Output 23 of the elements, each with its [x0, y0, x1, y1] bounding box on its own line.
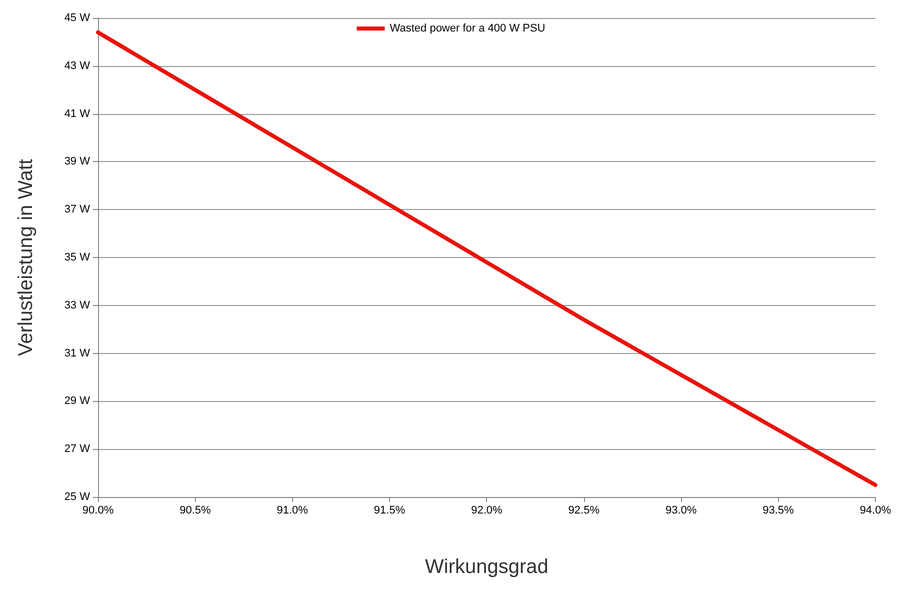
y-tick-label: 31 W	[64, 347, 91, 360]
y-tick-label: 45 W	[64, 12, 91, 24]
y-tick-label: 35 W	[64, 252, 91, 264]
y-tick-label: 29 W	[64, 395, 91, 408]
x-tick-label: 94.0%	[860, 504, 892, 516]
legend-label: Wasted power for a 400 W PSU	[390, 22, 546, 34]
y-tick-label: 25 W	[64, 491, 91, 503]
y-tick-label: 41 W	[64, 108, 91, 120]
x-tick-label: 92.5%	[568, 504, 600, 516]
y-tick-label: 33 W	[64, 299, 91, 312]
x-tick-label: 90.5%	[180, 504, 211, 516]
x-tick-label: 92.0%	[471, 504, 503, 516]
x-tick-label: 91.5%	[374, 504, 406, 516]
y-tick-label: 27 W	[64, 443, 91, 456]
x-tick-label: 93.5%	[762, 504, 794, 516]
x-tick-label: 93.0%	[665, 504, 697, 516]
y-tick-label: 39 W	[64, 156, 91, 168]
x-tick-label: 90.0%	[82, 504, 114, 516]
y-tick-label: 43 W	[64, 60, 91, 72]
x-axis-title: Wirkungsgrad	[425, 556, 548, 578]
y-axis-title: Verlustleistung in Watt	[15, 158, 37, 356]
y-tick-label: 37 W	[64, 204, 91, 216]
x-tick-label: 91.0%	[276, 504, 308, 516]
